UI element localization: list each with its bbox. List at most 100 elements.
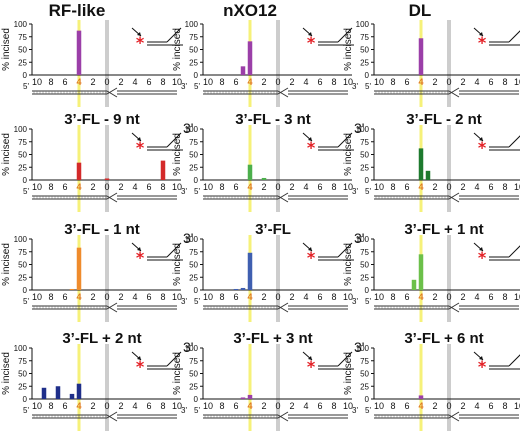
x-tick-label: 8 <box>160 182 165 192</box>
y-axis-label: % incised <box>343 243 354 286</box>
x-tick-label: 10 <box>32 77 42 87</box>
x-tick-label: 8 <box>331 401 336 411</box>
panel-title: 3’-FL + 3 nt <box>233 330 312 347</box>
x-tick-label: 6 <box>404 401 409 411</box>
y-tick-label: 0 <box>194 176 199 185</box>
arrow-head <box>308 356 312 360</box>
x-tick-label: 0 <box>275 401 280 411</box>
guide-line-gray <box>105 125 109 212</box>
x-tick-label: 4 <box>132 77 137 87</box>
asterisk-marker: * <box>136 248 145 267</box>
y-tick-label: 100 <box>185 125 199 134</box>
x-tick-label: 10 <box>514 182 520 192</box>
strand-junction <box>448 411 460 422</box>
strand-5prime-label: 5' <box>194 297 200 306</box>
y-tick-label: 0 <box>365 71 370 80</box>
x-tick-label: 6 <box>317 77 322 87</box>
arrow-head <box>137 137 141 141</box>
y-tick-label: 50 <box>189 261 198 270</box>
schematic-arm <box>508 245 520 258</box>
y-tick-label: 50 <box>360 46 369 55</box>
x-tick-label: 4 <box>418 77 423 87</box>
x-tick-label: 8 <box>160 77 165 87</box>
x-tick-label: 8 <box>331 77 336 87</box>
guide-line-gray <box>276 235 280 322</box>
x-tick-label: 6 <box>404 182 409 192</box>
bar <box>425 170 431 180</box>
y-tick-label: 25 <box>360 58 369 67</box>
y-tick-label: 25 <box>189 58 198 67</box>
x-tick-label: 6 <box>317 401 322 411</box>
guide-line-yellow <box>248 344 252 431</box>
x-tick-label: 6 <box>146 401 151 411</box>
strand-3prime-label: 3' <box>181 82 187 91</box>
y-tick-label: 0 <box>194 71 199 80</box>
x-tick-label: 2 <box>460 401 465 411</box>
asterisk-marker: * <box>136 138 145 157</box>
strand-5prime-label: 5' <box>23 406 29 415</box>
schematic-arm <box>337 27 353 43</box>
y-tick-label: 0 <box>23 176 28 185</box>
x-tick-label: 6 <box>233 182 238 192</box>
three-prime-annotation: 3' <box>354 230 364 246</box>
x-tick-label: 2 <box>261 401 266 411</box>
strand-3prime-label: 3' <box>352 297 358 306</box>
schematic-arm <box>337 242 353 258</box>
asterisk-marker: * <box>136 357 145 376</box>
guide-line-gray <box>276 20 280 107</box>
x-tick-label: 10 <box>343 292 353 302</box>
x-tick-label: 0 <box>104 292 109 302</box>
panel-title: 3’-FL + 2 nt <box>62 330 141 347</box>
x-tick-label: 10 <box>203 401 213 411</box>
x-tick-label: 4 <box>474 77 479 87</box>
y-tick-label: 100 <box>185 235 199 244</box>
y-tick-label: 75 <box>360 357 369 366</box>
bar <box>247 394 253 399</box>
strand-junction <box>277 411 289 422</box>
x-tick-label: 0 <box>275 77 280 87</box>
y-tick-label: 0 <box>194 395 199 404</box>
x-tick-label: 10 <box>172 182 182 192</box>
x-tick-label: 4 <box>76 182 81 192</box>
x-tick-label: 4 <box>76 401 81 411</box>
bar <box>418 38 424 75</box>
x-tick-label: 2 <box>118 401 123 411</box>
x-tick-label: 2 <box>432 182 437 192</box>
x-tick-label: 8 <box>160 401 165 411</box>
guide-line-gray <box>447 235 451 322</box>
y-tick-label: 100 <box>356 235 370 244</box>
x-tick-label: 4 <box>303 401 308 411</box>
guide-line-gray <box>105 344 109 431</box>
x-tick-label: 4 <box>247 182 252 192</box>
y-tick-label: 75 <box>189 357 198 366</box>
x-tick-label: 2 <box>460 292 465 302</box>
x-tick-label: 6 <box>488 77 493 87</box>
y-axis-label: % incised <box>172 133 183 176</box>
bar <box>240 66 246 75</box>
arrow-head <box>137 356 141 360</box>
y-tick-label: 50 <box>189 370 198 379</box>
x-tick-label: 8 <box>390 401 395 411</box>
y-tick-label: 100 <box>14 235 28 244</box>
strand-5prime-label: 5' <box>23 187 29 196</box>
strand-junction <box>106 411 118 422</box>
strand-5prime-label: 5' <box>365 406 371 415</box>
x-tick-label: 8 <box>502 292 507 302</box>
guide-line-gray <box>447 125 451 212</box>
asterisk-marker: * <box>307 33 316 52</box>
y-tick-label: 75 <box>360 33 369 42</box>
schematic-arm <box>337 132 353 148</box>
column-title-dl: DL <box>409 1 432 20</box>
x-tick-label: 6 <box>146 77 151 87</box>
y-tick-label: 25 <box>360 382 369 391</box>
x-tick-label: 4 <box>132 292 137 302</box>
y-tick-label: 25 <box>18 163 27 172</box>
x-tick-label: 10 <box>32 292 42 302</box>
y-tick-label: 50 <box>18 370 27 379</box>
x-tick-label: 2 <box>90 77 95 87</box>
